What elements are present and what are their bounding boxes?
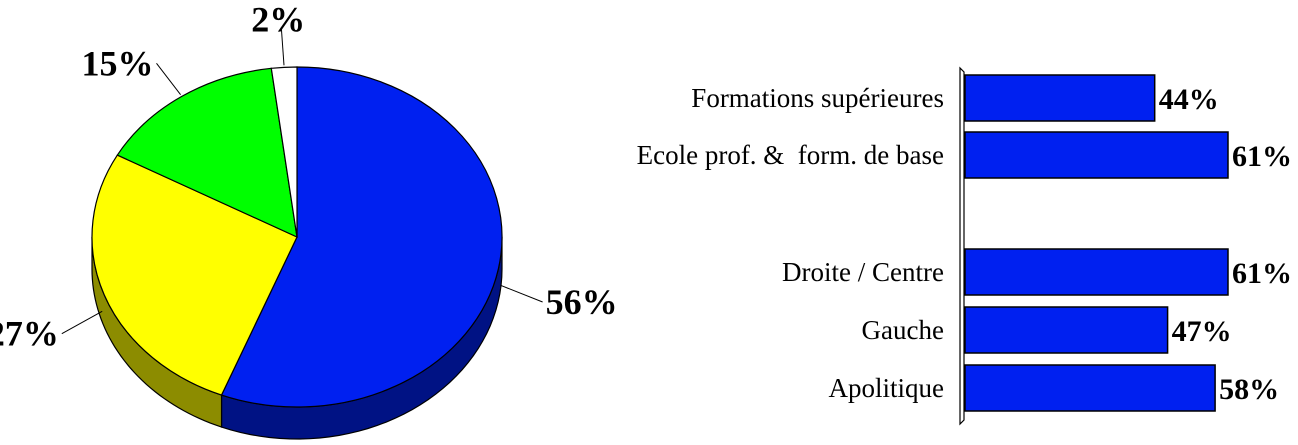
pie-leader-3 xyxy=(280,27,285,66)
bar-4 xyxy=(964,364,1216,412)
bar-value-label-1: 61% xyxy=(1232,140,1292,173)
pie-slice-1 xyxy=(91,154,298,396)
bar-axis xyxy=(959,66,965,426)
bar-category-label-1: Ecole prof. & form. de base xyxy=(637,140,944,170)
pie-leader-1 xyxy=(61,310,103,335)
pie-label-0: 56% xyxy=(546,282,618,322)
bar-category-label-0: Formations supérieures xyxy=(691,83,944,113)
bar-3 xyxy=(964,306,1169,354)
pie-slice-0 xyxy=(220,66,503,408)
bar-value-label-3: 47% xyxy=(1172,315,1232,348)
pie-label-3: 2% xyxy=(251,0,305,39)
pie-slice-2 xyxy=(116,67,298,239)
pie-label-2: 15% xyxy=(82,43,154,83)
pie-leader-2 xyxy=(156,62,181,96)
bar-category-label-2: Droite / Centre xyxy=(782,257,944,287)
bar-chart: 44% Formations supérieures 61% Ecole prof. … xyxy=(637,66,1292,426)
bar-value-label-4: 58% xyxy=(1219,373,1279,406)
bar-0 xyxy=(964,74,1156,122)
bar-1 xyxy=(964,131,1229,179)
pie-slice-3 xyxy=(270,66,298,238)
bar-value-label-2: 61% xyxy=(1232,257,1292,290)
pie-label-1: 27% xyxy=(0,314,59,354)
pie-leader-0 xyxy=(500,284,543,303)
bar-category-label-3: Gauche xyxy=(862,315,944,345)
bar-value-label-0: 44% xyxy=(1159,83,1219,116)
pie-chart: 56% 27% 15% 2% xyxy=(0,0,618,440)
bar-category-label-4: Apolitique xyxy=(829,373,945,403)
bar-2 xyxy=(964,248,1229,296)
